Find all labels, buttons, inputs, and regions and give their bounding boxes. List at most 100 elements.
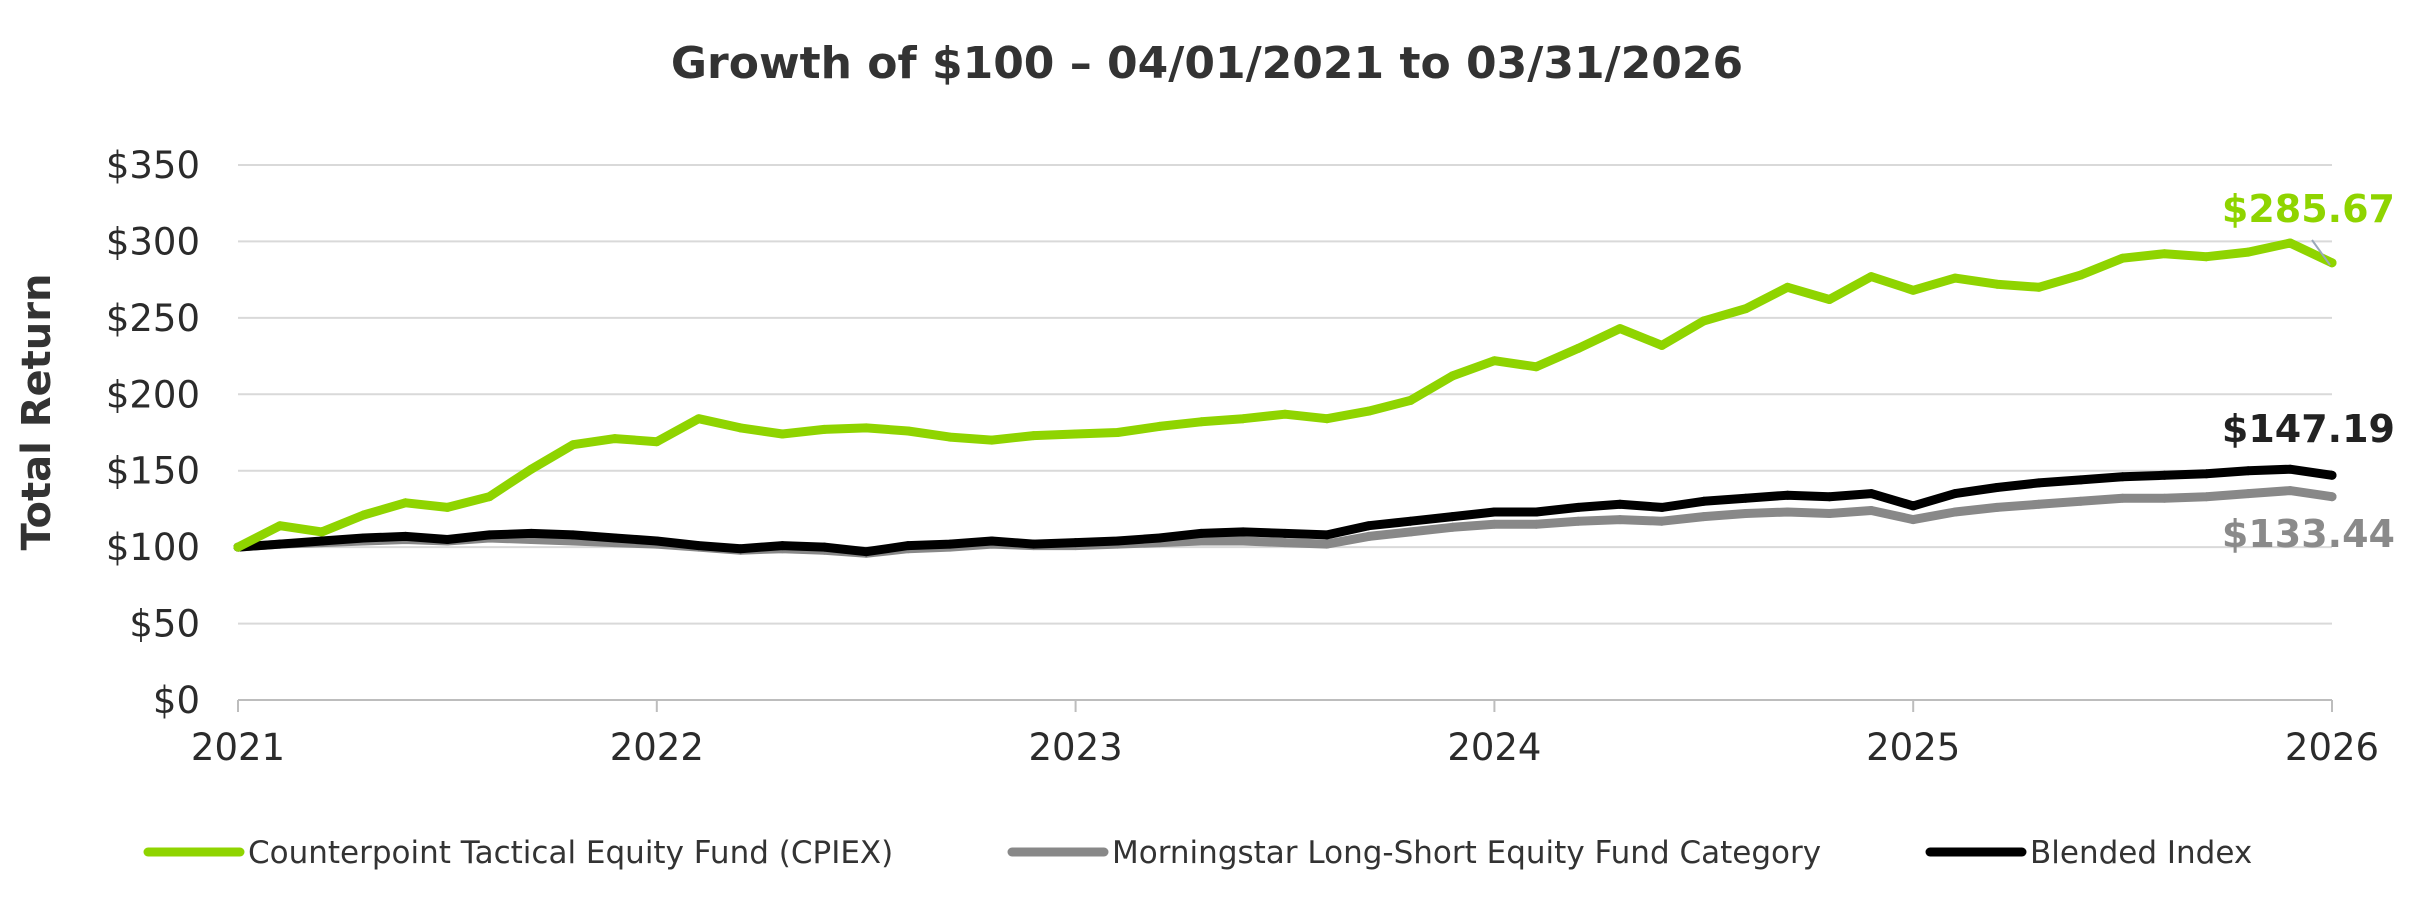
data-point: [2076, 270, 2086, 280]
data-point: [2285, 464, 2295, 474]
data-point: [2285, 238, 2295, 248]
x-tick-label: 2024: [1447, 726, 1541, 769]
data-point: [1866, 506, 1876, 515]
data-point: [2118, 472, 2128, 482]
data-point: [2243, 247, 2253, 257]
data-point: [1238, 536, 1248, 546]
data-point: [945, 432, 955, 442]
data-point: [1238, 414, 1248, 424]
x-tick-label: 2021: [191, 726, 285, 769]
data-point: [1992, 279, 2002, 289]
data-point: [2076, 475, 2086, 485]
x-tick-label: 2022: [610, 726, 704, 769]
data-point: [1573, 516, 1583, 526]
data-point: [1573, 343, 1583, 353]
data-point: [1531, 362, 1541, 372]
data-point: [903, 426, 913, 436]
data-point: [1615, 515, 1625, 525]
data-point: [401, 531, 410, 541]
data-point: [1866, 489, 1876, 499]
data-point: [1824, 509, 1834, 518]
data-point: [2034, 478, 2044, 488]
data-point: [1531, 507, 1541, 517]
data-point: [1113, 536, 1122, 546]
y-tick-label: $350: [106, 144, 200, 187]
data-point: [1196, 528, 1206, 538]
data-point: [1741, 304, 1751, 314]
data-point: [1280, 409, 1290, 419]
data-point: [1071, 429, 1081, 439]
data-point: [568, 530, 578, 540]
data-point: [1657, 516, 1667, 526]
data-point: [1741, 493, 1751, 503]
data-point: [2118, 493, 2128, 503]
data-point: [1406, 516, 1416, 526]
data-point: [945, 539, 955, 549]
data-point: [2076, 496, 2086, 506]
data-point: [1406, 527, 1416, 537]
data-point: [275, 539, 285, 549]
data-point: [1364, 521, 1374, 531]
data-point: [526, 464, 536, 474]
data-point: [1113, 428, 1122, 437]
data-point: [987, 536, 997, 546]
data-point: [1448, 371, 1457, 381]
data-point: [1531, 519, 1541, 529]
data-point: [2160, 470, 2169, 480]
data-point: [442, 502, 452, 512]
y-tick-label: $150: [106, 450, 200, 493]
end-labels: $285.67 $133.44 $147.19: [2222, 187, 2395, 556]
data-point: [317, 527, 327, 537]
data-point: [1783, 490, 1793, 500]
data-point: [2118, 253, 2128, 263]
legend: Counterpoint Tactical Equity Fund (CPIEX…: [143, 835, 2252, 871]
data-point: [1824, 295, 1834, 304]
data-point: [819, 424, 829, 434]
data-point: [401, 498, 410, 508]
x-tick-label: 2023: [1029, 726, 1123, 769]
data-point: [1950, 273, 1960, 283]
data-point: [777, 541, 787, 551]
data-point: [1280, 538, 1290, 548]
data-point: [1950, 507, 1960, 517]
data-point: [987, 435, 997, 445]
x-tick-label: 2025: [1866, 726, 1960, 769]
end-value-label: $133.44: [2222, 512, 2395, 556]
data-point: [1154, 421, 1164, 431]
legend-entry: Morningstar Long-Short Equity Fund Categ…: [1112, 835, 1821, 871]
data-point: [1908, 501, 1918, 511]
data-point: [2327, 470, 2337, 480]
data-point: [442, 535, 452, 544]
data-point: [2327, 492, 2337, 502]
data-point: [1657, 502, 1667, 512]
y-tick-label: $300: [106, 220, 200, 263]
data-point: [652, 536, 662, 546]
data-point: [903, 541, 913, 551]
data-point: [484, 492, 494, 502]
data-point: [2034, 282, 2044, 292]
y-axis-ticks: $0 $50 $100 $150 $200 $250 $300 $350: [106, 144, 200, 722]
y-tick-label: $200: [106, 373, 200, 416]
data-point: [736, 423, 746, 433]
data-point: [819, 542, 829, 552]
x-tick-label: 2026: [2285, 726, 2379, 769]
data-point: [1196, 417, 1206, 427]
data-point: [2034, 499, 2044, 509]
data-point: [2243, 466, 2253, 476]
data-point: [526, 528, 536, 538]
data-point: [861, 423, 871, 433]
y-tick-label: $250: [106, 297, 200, 340]
data-point: [568, 440, 578, 450]
data-point: [1950, 489, 1960, 499]
data-point: [736, 544, 746, 554]
data-point: [1322, 539, 1332, 549]
data-point: [2201, 492, 2211, 502]
data-point: [1657, 340, 1667, 350]
gridlines: [238, 164, 2332, 701]
data-point: [1741, 509, 1751, 518]
data-point: [1992, 483, 2002, 492]
data-point: [1489, 519, 1499, 529]
data-point: [1406, 395, 1416, 405]
data-point: [359, 533, 369, 543]
